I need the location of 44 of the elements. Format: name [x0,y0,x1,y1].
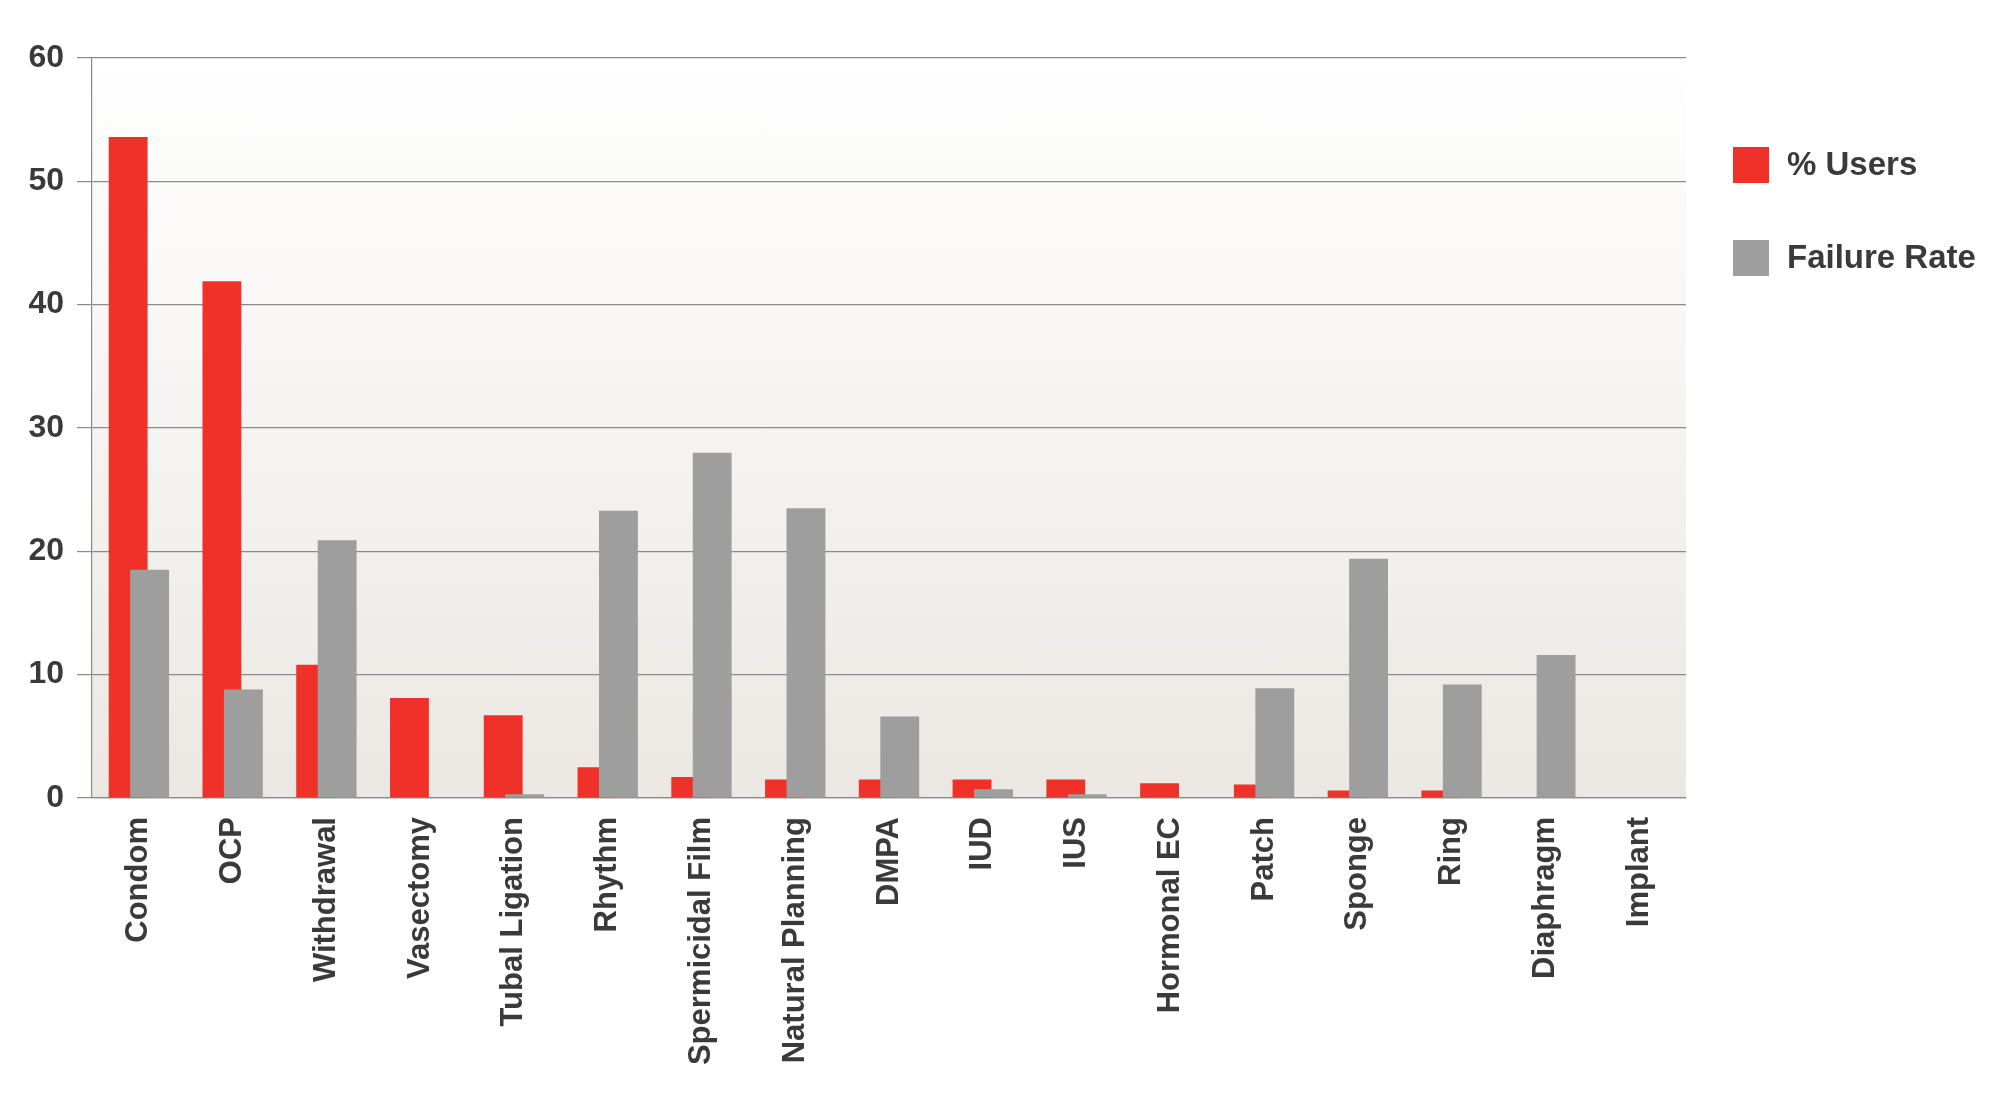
y-tick-label: 0 [46,777,64,814]
bar [130,569,170,798]
x-tick-label: Withdrawal [306,817,342,983]
legend-label: % Users [1787,145,1918,183]
bar [974,789,1013,798]
x-tick-label: Hormonal EC [1150,817,1186,1014]
legend-label: Failure Rate [1787,238,1976,276]
bar [390,698,429,798]
x-tick-label: Implant [1619,817,1655,928]
bar [1349,558,1388,798]
bar [1255,688,1295,798]
bar [786,508,826,798]
y-tick-label: 60 [28,37,64,74]
x-tick-label: Rhythm [588,817,624,933]
bar [1442,684,1482,798]
x-tick-label: Tubal Ligation [494,817,530,1027]
bar [505,794,545,798]
bar [880,716,920,798]
bar [317,540,357,798]
bar [1067,794,1107,798]
x-tick-label: Diaphragm [1525,817,1561,979]
x-tick-label: IUD [963,817,999,871]
x-tick-label: DMPA [869,817,905,906]
x-tick-label: Spermicidal Film [682,817,718,1066]
y-tick-label: 50 [28,161,64,198]
bar [223,689,263,798]
bar [599,510,638,798]
y-tick-label: 30 [28,407,64,444]
x-tick-label: Sponge [1338,817,1374,931]
y-tick-label: 40 [28,284,64,321]
bar [1536,654,1576,798]
bar [483,715,523,798]
bar [692,452,732,798]
bar [202,281,242,798]
x-tick-label: OCP [213,817,249,885]
x-tick-label: Ring [1432,817,1468,886]
x-tick-label: IUS [1057,817,1093,869]
x-tick-label: Vasectomy [400,816,436,979]
bar [1140,783,1179,798]
x-tick-label: Natural Planning [775,817,811,1064]
x-tick-label: Condom [119,817,155,943]
y-tick-label: 10 [28,654,64,691]
y-tick-label: 20 [28,531,64,568]
x-tick-label: Patch [1244,817,1280,902]
